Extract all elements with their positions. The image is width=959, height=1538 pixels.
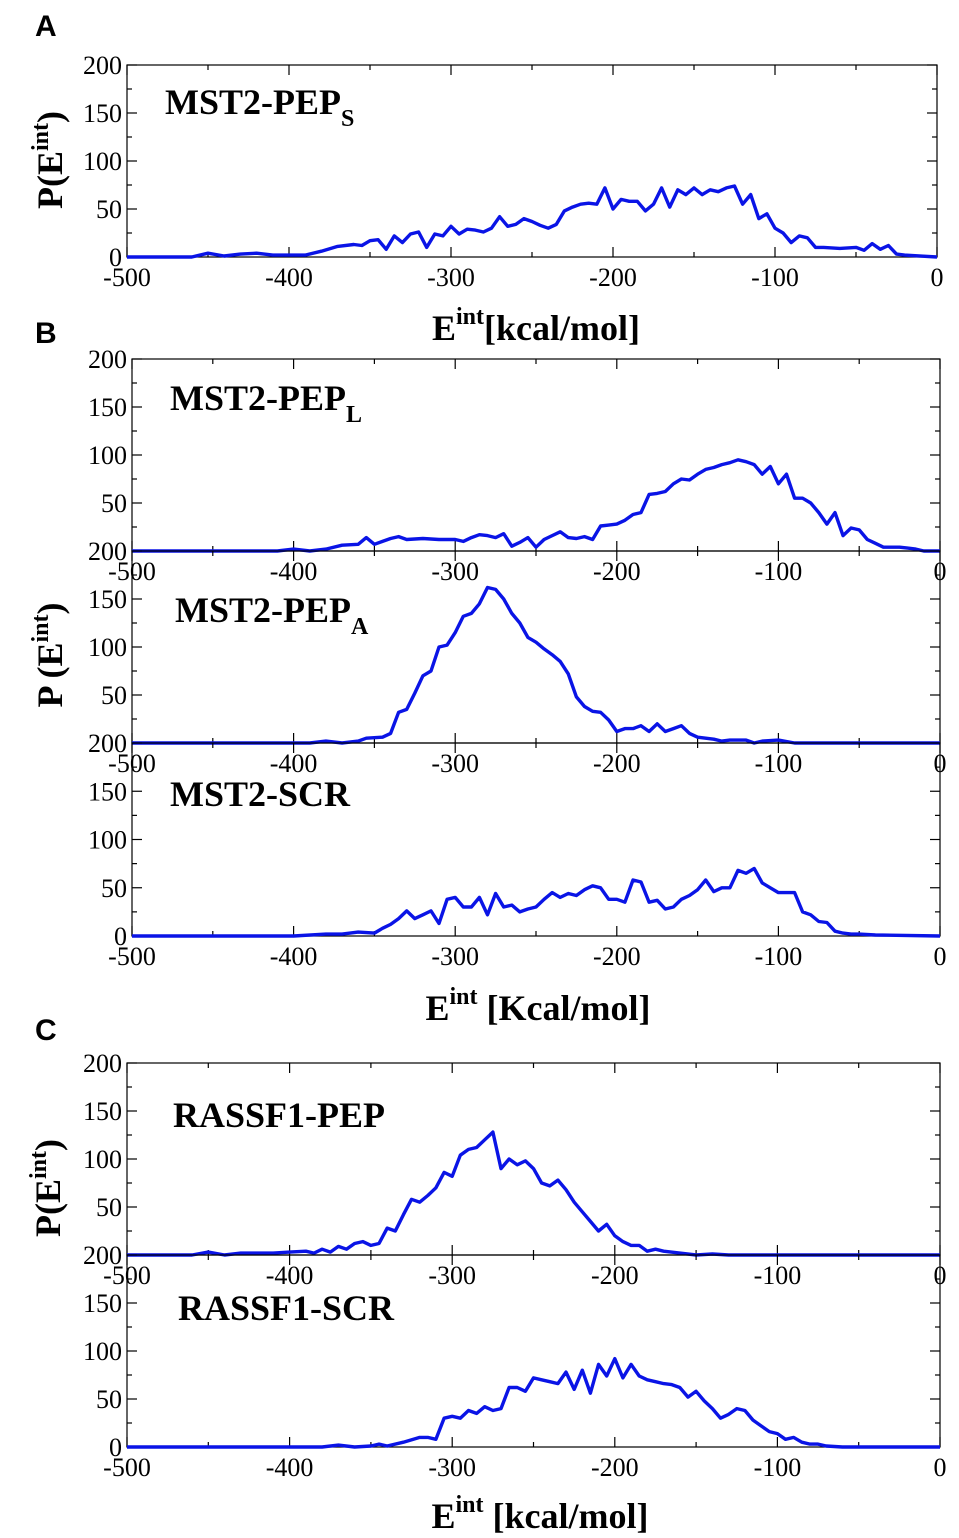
panel-letter-c: C	[35, 1014, 57, 1047]
annotation-label: MST2-PEPA	[175, 590, 369, 640]
y-tick-label: 100	[83, 1337, 122, 1366]
y-tick-label: 150	[83, 1289, 122, 1318]
y-tick-label: 200	[88, 537, 127, 566]
series-line	[132, 866, 941, 938]
y-axis-label: P (Eint)	[28, 602, 70, 707]
x-tick-label: -400	[265, 263, 313, 292]
series-line	[127, 1130, 940, 1257]
y-tick-label: 100	[88, 826, 127, 855]
y-tick-label: 150	[88, 585, 127, 614]
x-tick-label: -100	[755, 942, 803, 971]
y-tick-label: 150	[88, 393, 127, 422]
x-tick-label: -400	[266, 1261, 314, 1290]
annotation-label: RASSF1-PEP	[173, 1095, 385, 1135]
plot-frame	[126, 1062, 941, 1256]
annotation-label: RASSF1-SCR	[178, 1288, 395, 1328]
y-tick-label: 100	[88, 633, 127, 662]
x-tick-label: -200	[591, 1261, 639, 1290]
y-tick-label: 150	[83, 1097, 122, 1126]
y-tick-label: 150	[88, 777, 127, 806]
annotation-label: MST2-PEPL	[170, 378, 362, 428]
y-tick-label: 100	[83, 1145, 122, 1174]
panel-letter-a: A	[35, 10, 57, 43]
y-tick-label: 0	[109, 243, 122, 272]
x-tick-label: -300	[431, 749, 479, 778]
x-tick-label: -300	[428, 1261, 476, 1290]
x-tick-label: -300	[431, 557, 479, 586]
x-tick-label: -100	[751, 263, 799, 292]
x-tick-label: -200	[591, 1453, 639, 1482]
panel-letters: A B C	[35, 10, 57, 1047]
y-axis-label: P(Eint)	[28, 111, 70, 209]
y-tick-label: 200	[88, 729, 127, 758]
y-tick-label: 200	[83, 51, 122, 80]
x-tick-label: -300	[431, 942, 479, 971]
x-tick-label: -500	[103, 1453, 151, 1482]
series-line	[132, 458, 940, 553]
y-tick-label: 0	[114, 922, 127, 951]
series-line	[127, 184, 938, 259]
x-tick-label: -100	[754, 1261, 802, 1290]
y-tick-label: 100	[83, 147, 122, 176]
panel-letter-b: B	[35, 317, 57, 350]
y-tick-label: 0	[109, 1433, 122, 1462]
y-tick-label: 150	[83, 99, 122, 128]
x-tick-label: -200	[593, 749, 641, 778]
x-tick-label: -300	[428, 1453, 476, 1482]
y-tick-label: 200	[83, 1241, 122, 1270]
y-tick-label: 100	[88, 441, 127, 470]
series-line	[132, 585, 940, 745]
plot-c2: -500 -400 -300 -200 -100 0 0 50 100 150 200 RASSF1-…	[83, 1241, 947, 1536]
annotation-label: MST2-SCR	[170, 774, 351, 814]
plot-frame	[126, 1254, 941, 1448]
x-tick-label: -100	[754, 1453, 802, 1482]
y-tick-label: 50	[96, 1385, 122, 1414]
plot-frame	[131, 550, 941, 744]
x-axis-label: Eint [kcal/mol]	[431, 1492, 648, 1536]
plot-b3: -500 -400 -300 -200 -100 0 0 50 100 150 200 MST2-SC…	[88, 729, 947, 1028]
y-axis-label: P(Eint)	[26, 1139, 68, 1237]
x-axis-label: Eint [Kcal/mol]	[426, 984, 651, 1028]
series-line	[127, 1356, 940, 1449]
y-tick-label: 50	[96, 195, 122, 224]
x-tick-label: 0	[934, 942, 947, 971]
plot-b1: -500 -400 -300 -200 -100 050100150200MST2-PEP…	[88, 345, 947, 586]
x-tick-label: 0	[934, 1453, 947, 1482]
y-tick-label: 200	[88, 345, 127, 374]
x-tick-label: -200	[589, 263, 637, 292]
x-tick-label: -500	[108, 942, 156, 971]
plot-b2: -500 -400 -300 -200 -100 050100150200MST2-PEP…	[28, 537, 947, 778]
y-tick-label: 50	[101, 681, 127, 710]
y-tick-label: 50	[101, 874, 127, 903]
x-tick-label: -400	[266, 1453, 314, 1482]
x-tick-label: -200	[593, 557, 641, 586]
x-tick-label: -100	[755, 557, 803, 586]
x-tick-label: -200	[593, 942, 641, 971]
x-tick-label: -100	[755, 749, 803, 778]
x-tick-label: -500	[103, 263, 151, 292]
plot-a: -500 -400 -300 -200 -100 0 0 50 100 150 200 MST2-PE…	[28, 51, 944, 348]
y-tick-label: 50	[101, 489, 127, 518]
x-tick-label: -400	[270, 557, 318, 586]
x-tick-label: -300	[427, 263, 475, 292]
x-tick-label: 0	[931, 263, 944, 292]
annotation-label: MST2-PEPS	[165, 82, 354, 132]
x-tick-label: -400	[270, 749, 318, 778]
y-tick-label: 50	[96, 1193, 122, 1222]
plots: -500 -400 -300 -200 -100 0 0 50 100 150 200 MST2-PE…	[26, 51, 947, 1536]
x-tick-label: -400	[270, 942, 318, 971]
x-axis-label: Eint[kcal/mol]	[432, 304, 640, 348]
y-tick-label: 200	[83, 1049, 122, 1078]
plot-c1: -500 -400 -300 -200 -100 050100150200RASSF1-P…	[26, 1049, 947, 1290]
